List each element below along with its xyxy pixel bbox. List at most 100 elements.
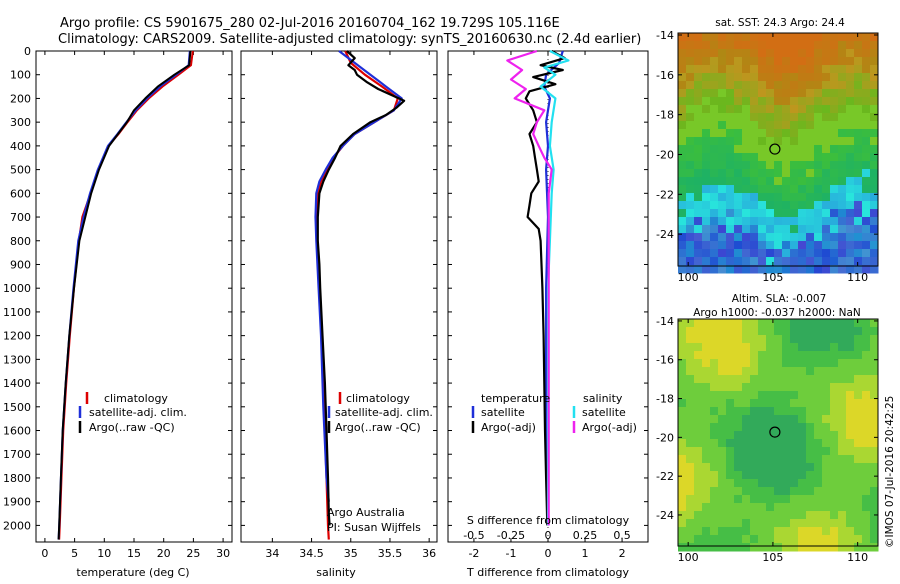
map-cell — [798, 407, 807, 416]
map-cell — [750, 73, 759, 82]
map-cell — [686, 201, 695, 210]
map-cell — [822, 121, 831, 130]
map-cell — [774, 193, 783, 202]
map-cell — [742, 415, 751, 424]
map-cell — [870, 97, 879, 106]
map-cell — [774, 73, 783, 82]
map-cell — [742, 209, 751, 218]
map-cell — [750, 415, 759, 424]
map-cell — [694, 177, 703, 186]
map-cell — [734, 527, 743, 536]
map-cell — [742, 145, 751, 154]
map-cell — [750, 439, 759, 448]
map-cell — [814, 543, 823, 552]
map-cell — [758, 201, 767, 210]
map-cell — [742, 169, 751, 178]
argo-australia-label: Argo Australia — [327, 506, 405, 519]
map-cell — [718, 193, 727, 202]
map-cell — [678, 177, 687, 186]
map-cell — [758, 33, 767, 42]
map-cell — [694, 129, 703, 138]
map-cell — [686, 169, 695, 178]
map-cell — [726, 351, 735, 360]
map-cell — [790, 201, 799, 210]
depth-tick-label: 1700 — [3, 448, 31, 461]
salinity-panel-xtick-label: 34 — [265, 547, 279, 560]
map-cell — [758, 241, 767, 250]
map-cell — [862, 327, 871, 336]
map-cell — [710, 65, 719, 74]
map-cell — [862, 399, 871, 408]
map-cell — [846, 391, 855, 400]
map-cell — [750, 233, 759, 242]
map-cell — [694, 241, 703, 250]
map-cell — [830, 265, 839, 274]
map-cell — [686, 375, 695, 384]
map-cell — [774, 57, 783, 66]
map-cell — [718, 153, 727, 162]
map-cell — [710, 113, 719, 122]
map-cell — [694, 319, 703, 328]
map-cell — [710, 241, 719, 250]
map-cell — [718, 447, 727, 456]
map-cell — [702, 73, 711, 82]
map-cell — [686, 439, 695, 448]
map-cell — [678, 105, 687, 114]
map-cell — [726, 145, 735, 154]
map-cell — [806, 511, 815, 520]
map-cell — [814, 503, 823, 512]
map-cell — [726, 319, 735, 328]
map-cell — [814, 41, 823, 50]
s-difference-tick-label: -0.25 — [497, 529, 525, 542]
map-cell — [686, 407, 695, 416]
map-cell — [710, 41, 719, 50]
difference-panel-xtick-label: 0 — [545, 547, 552, 560]
map-cell — [686, 249, 695, 258]
map-cell — [758, 479, 767, 488]
map-cell — [678, 383, 687, 392]
map-cell — [726, 415, 735, 424]
map-cell — [790, 265, 799, 274]
map-cell — [718, 391, 727, 400]
map-cell — [718, 343, 727, 352]
s-difference-tick-label: -0.5 — [463, 529, 484, 542]
map-cell — [718, 535, 727, 544]
map-cell — [718, 121, 727, 130]
map-cell — [694, 65, 703, 74]
map-cell — [702, 543, 711, 552]
temperature-panel: 0100200300400500600700800900100011001200… — [3, 45, 233, 560]
map-cell — [814, 487, 823, 496]
map-cell — [806, 543, 815, 552]
map-cell — [862, 431, 871, 440]
map-cell — [822, 487, 831, 496]
map-cell — [766, 153, 775, 162]
difference-panel-xtick-label: -2 — [468, 547, 479, 560]
map-cell — [822, 105, 831, 114]
map-cell — [838, 177, 847, 186]
map-cell — [862, 161, 871, 170]
map-cell — [702, 535, 711, 544]
map-cell — [838, 351, 847, 360]
map-cell — [726, 527, 735, 536]
map-cell — [814, 359, 823, 368]
sla-map-lon-label: 100 — [678, 551, 699, 564]
map-cell — [862, 89, 871, 98]
map-cell — [694, 415, 703, 424]
map-cell — [830, 257, 839, 266]
map-cell — [710, 511, 719, 520]
map-cell — [846, 217, 855, 226]
map-cell — [814, 399, 823, 408]
map-cell — [774, 233, 783, 242]
map-cell — [734, 217, 743, 226]
map-cell — [774, 319, 783, 328]
map-cell — [694, 121, 703, 130]
map-cell — [766, 399, 775, 408]
map-cell — [846, 201, 855, 210]
map-cell — [774, 335, 783, 344]
map-cell — [758, 97, 767, 106]
map-cell — [862, 335, 871, 344]
map-cell — [750, 391, 759, 400]
map-cell — [870, 41, 879, 50]
map-cell — [766, 161, 775, 170]
map-cell — [822, 367, 831, 376]
